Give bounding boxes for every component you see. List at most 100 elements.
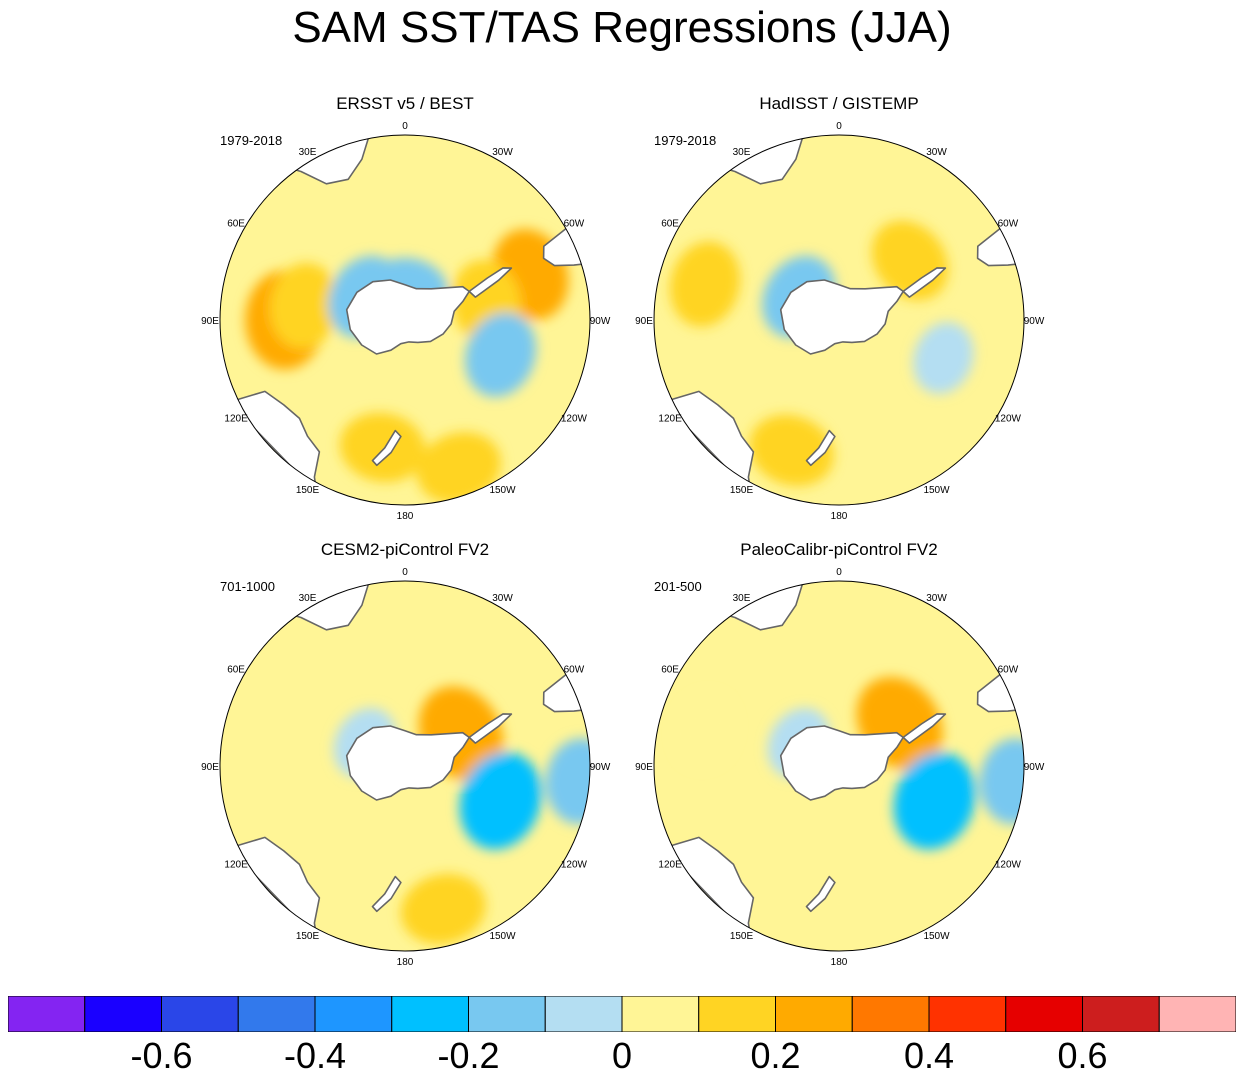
longitude-label: 180 (831, 511, 848, 522)
anomaly-region (269, 262, 339, 349)
main-title: SAM SST/TAS Regressions (JJA) (292, 3, 952, 52)
map-border (653, 580, 1025, 952)
longitude-label: 150E (296, 485, 320, 496)
land-mass (902, 713, 947, 744)
anomaly-region (465, 312, 537, 397)
colorbar-swatch (237, 996, 316, 1032)
longitude-label: 150E (296, 931, 320, 942)
colorbar-swatch (1082, 996, 1160, 1032)
longitude-label: 120W (995, 860, 1022, 871)
colorbar-tick-label: 0.4 (903, 1035, 955, 1076)
colorbar-tick-label: 0 (611, 1035, 633, 1076)
longitude-label: 30E (733, 593, 751, 604)
panel-title: ERSST v5 / BEST (336, 94, 474, 113)
longitude-label: 30W (492, 593, 513, 604)
longitude-label: 90E (635, 316, 653, 327)
longitude-label: 30E (299, 593, 317, 604)
land-mass (371, 875, 402, 913)
longitude-label: 90W (590, 762, 611, 773)
longitude-label: 120E (658, 414, 682, 425)
colorbar-swatch (84, 996, 162, 1032)
colorbar-swatch (468, 996, 546, 1032)
map-border (219, 580, 591, 952)
panel-period: 201-500 (654, 579, 702, 594)
map-border (653, 134, 1025, 506)
land-mass (805, 429, 836, 467)
anomaly-region (893, 752, 976, 850)
longitude-label: 30W (926, 593, 947, 604)
panel-title: CESM2-piControl FV2 (321, 540, 489, 559)
longitude-label: 90E (201, 762, 219, 773)
longitude-label: 120E (224, 860, 248, 871)
panel-period: 1979-2018 (220, 133, 282, 148)
anomaly-region (545, 738, 590, 825)
colorbar-tick-label: 0.6 (1057, 1035, 1108, 1076)
map-panel-cesm2-picontrol: CESM2-piControl FV2 701-1000 0 30E 60E 90E 120… (201, 540, 611, 968)
land-mass (805, 875, 836, 913)
longitude-label: 60W (998, 665, 1019, 676)
map-border (219, 134, 591, 506)
colorbar-swatch (775, 996, 853, 1032)
colorbar-swatch (851, 996, 930, 1032)
colorbar-tick-label: -0.4 (283, 1035, 347, 1076)
panel-title: PaleoCalibr-piControl FV2 (740, 540, 937, 559)
longitude-label: 150E (730, 485, 754, 496)
longitude-label: 150W (923, 931, 950, 942)
longitude-label: 60W (564, 219, 585, 230)
longitude-label: 90W (1024, 316, 1045, 327)
map-panel-hadisst-gistemp: HadISST / GISTEMP 1979-2018 0 30E 60E 90E 120E… (635, 94, 1045, 522)
longitude-label: 150W (923, 485, 950, 496)
colorbar-swatch (928, 996, 1007, 1032)
colorbar-swatch (391, 996, 469, 1032)
colorbar (8, 996, 1236, 1032)
colorbar-swatch (1158, 996, 1236, 1032)
panel-title: HadISST / GISTEMP (759, 94, 918, 113)
antarctica-land (345, 279, 470, 355)
longitude-label: 150W (489, 485, 516, 496)
longitude-label: 90W (1024, 762, 1045, 773)
longitude-label: 0 (402, 567, 408, 578)
longitude-label: 120W (561, 860, 588, 871)
anomaly-region (979, 738, 1024, 825)
colorbar-swatch (161, 996, 239, 1032)
colorbar-tick-label: -0.6 (130, 1035, 193, 1076)
anomaly-region (400, 873, 486, 945)
colorbar-tick-label: -0.2 (437, 1035, 500, 1076)
antarctica-land (345, 725, 470, 801)
anomaly-region (459, 752, 542, 850)
longitude-label: 60E (661, 665, 679, 676)
colorbar-swatch (314, 996, 393, 1032)
colorbar-swatch (621, 996, 700, 1032)
anomaly-region (913, 322, 974, 394)
anomaly-region (669, 241, 741, 327)
antarctica-land (779, 725, 904, 801)
longitude-label: 90W (590, 316, 611, 327)
longitude-label: 120E (224, 414, 248, 425)
longitude-label: 120E (658, 860, 682, 871)
colorbar-tick-label: 0.2 (750, 1035, 801, 1076)
colorbar-swatch (698, 996, 776, 1032)
colorbar-swatch (544, 996, 623, 1032)
longitude-label: 180 (831, 957, 848, 968)
longitude-label: 60E (661, 219, 679, 230)
map-panel-paleocalibr-picontrol: PaleoCalibr-piControl FV2 201-500 0 30E 60E 9… (635, 540, 1045, 968)
panel-period: 701-1000 (220, 579, 275, 594)
longitude-label: 60W (998, 219, 1019, 230)
longitude-label: 30E (733, 147, 751, 158)
map-panel-ersst-best: ERSST v5 / BEST 1979-2018 0 30E 60E 90E 120E 15… (201, 94, 611, 522)
longitude-label: 150E (730, 931, 754, 942)
land-mass (371, 429, 402, 467)
longitude-label: 90E (635, 762, 653, 773)
anomaly-region (675, 694, 735, 767)
anomaly-region (339, 412, 426, 483)
longitude-label: 30W (492, 147, 513, 158)
longitude-label: 150W (489, 931, 516, 942)
colorbar-swatch (8, 996, 86, 1032)
longitude-label: 30E (299, 147, 317, 158)
longitude-label: 0 (402, 121, 408, 132)
land-mass (902, 267, 947, 298)
longitude-label: 30W (926, 147, 947, 158)
antarctica-land (779, 279, 904, 355)
longitude-label: 60W (564, 665, 585, 676)
longitude-label: 120W (995, 414, 1022, 425)
